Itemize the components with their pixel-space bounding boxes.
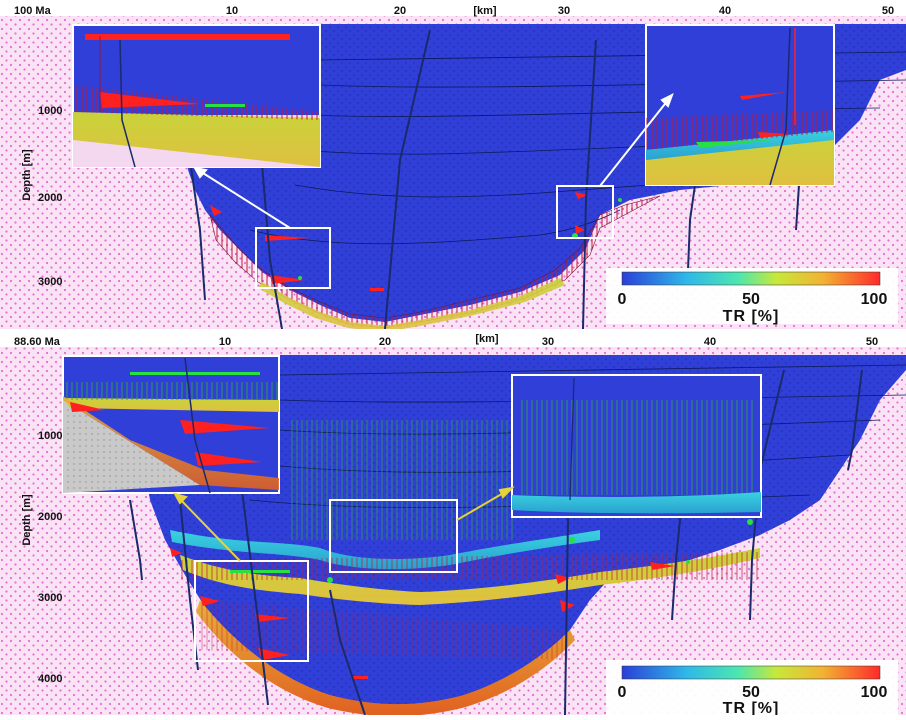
top-colorbar-tick: 0 (618, 291, 627, 308)
bottom-center-zoom-inset (511, 374, 762, 518)
top-colorbar-title: TR [%] (723, 308, 780, 325)
bottom-depth-tick: 3000 (38, 592, 62, 604)
top-x-tick: 40 (719, 5, 731, 17)
bottom-x-tick: 10 (219, 336, 231, 348)
bottom-x-unit: [km] (475, 333, 499, 345)
top-colorbar: 0 50 100 TR [%] (606, 268, 898, 325)
top-callouts (193, 92, 674, 289)
top-depth-tick: 3000 (38, 276, 62, 288)
bottom-mid-source-layer (180, 548, 760, 605)
top-x-tick: 30 (558, 5, 570, 17)
bottom-x-axis: 88.60 Ma 10 20 [km] 30 40 50 (14, 333, 878, 348)
top-x-tick: 10 (226, 5, 238, 17)
bottom-green-patches (230, 519, 753, 583)
bottom-x-tick: 50 (866, 336, 878, 348)
bottom-callouts (172, 486, 515, 662)
bottom-left-zoom-inset (62, 355, 280, 494)
top-x-unit: [km] (473, 5, 497, 17)
top-depth-label: Depth [m] (21, 149, 33, 201)
top-left-zoom-inset (72, 24, 321, 168)
top-depth-tick: 2000 (38, 192, 62, 204)
bottom-y-axis: Depth [m] 1000 2000 3000 4000 (21, 430, 62, 685)
top-x-tick: 50 (882, 5, 894, 17)
top-x-tick: 20 (394, 5, 406, 17)
top-faults (189, 29, 801, 329)
bottom-age-label: 88.60 Ma (14, 336, 61, 348)
bottom-x-tick: 40 (704, 336, 716, 348)
top-red-patches (210, 192, 588, 291)
bottom-x-tick: 20 (379, 336, 391, 348)
bottom-colorbar: 0 50 100 TR [%] (606, 660, 898, 717)
bottom-depth-tick: 4000 (38, 673, 62, 685)
bottom-colorbar-tick: 100 (861, 684, 888, 701)
bottom-x-tick: 30 (542, 336, 554, 348)
top-age-label: 100 Ma (14, 5, 52, 17)
top-y-axis: Depth [m] 1000 2000 3000 (21, 105, 62, 288)
bottom-deep-source-layer (196, 600, 575, 715)
bottom-depth-tick: 1000 (38, 430, 62, 442)
top-colorbar-tick: 100 (861, 291, 888, 308)
bottom-panel (0, 347, 906, 715)
top-right-zoom-inset (645, 24, 835, 186)
bottom-colorbar-title: TR [%] (723, 700, 780, 715)
bottom-depth-tick: 2000 (38, 511, 62, 523)
bottom-depth-label: Depth [m] (21, 494, 33, 546)
bottom-red-patches (170, 548, 675, 679)
bottom-colorbar-tick: 0 (618, 684, 627, 701)
bottom-colorbar-tick: 50 (742, 684, 760, 701)
top-bottom-yellow (258, 278, 565, 329)
top-colorbar-tick: 50 (742, 291, 760, 308)
top-depth-tick: 1000 (38, 105, 62, 117)
top-x-axis: 100 Ma 10 20 [km] 30 40 50 (14, 5, 894, 17)
